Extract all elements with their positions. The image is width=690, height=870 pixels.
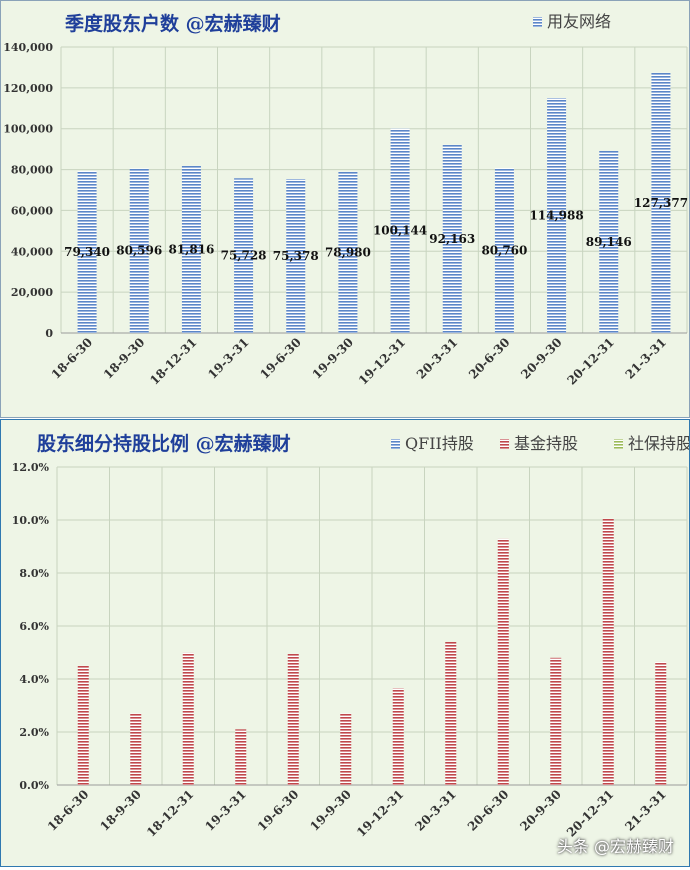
x-tick-label: 19-3-31 [205,335,251,381]
y-tick-label: 12.0% [12,461,50,474]
bar [235,729,246,785]
x-tick-label: 21-3-31 [623,335,669,381]
legend-swatch-0 [391,439,400,449]
y-tick-label: 20,000 [11,286,53,299]
data-label: 80,596 [116,244,162,258]
x-tick-label: 18-6-30 [49,335,95,381]
legend-label-2: 社保持股 [628,434,689,453]
y-tick-label: 2.0% [19,726,49,739]
shareholder-count-panel: 季度股东户数 @宏赫臻财 用友网络 0 20,000 40,000 60,000 80,00… [0,0,690,418]
x-tick-label: 20-9-30 [518,335,564,381]
bar [340,713,351,785]
y-tick-label: 60,000 [11,204,53,217]
holding-ratio-chart: 股东细分持股比例 @宏赫臻财 QFII持股 基金持股 社保持股 0.0% 2.0% 4.0%… [1,420,689,866]
bar [183,653,194,786]
x-tick-label: 19-9-30 [310,335,356,381]
x-tick-label: 20-3-31 [412,787,458,833]
data-label: 75,728 [221,249,267,263]
x-tick-label: 18-9-30 [97,787,143,833]
y-tick-label: 100,000 [3,123,53,136]
x-tick-label: 18-12-31 [144,787,196,839]
bar [550,658,561,785]
data-label: 78,980 [325,245,371,259]
legend-label-0: QFII持股 [405,434,474,453]
data-label: 92,163 [429,232,475,246]
legend-swatch-2 [614,439,623,449]
watermark: 头条 @宏赫臻财 [557,833,674,857]
bar [78,666,89,785]
data-label: 80,760 [481,244,527,258]
x-tick-label: 19-9-30 [307,787,353,833]
y-tick-label: 80,000 [11,164,53,177]
data-label: 89,146 [586,235,632,249]
x-tick-label: 19-12-31 [356,335,408,387]
x-tick-label: 18-12-31 [147,335,199,387]
y-tick-label: 140,000 [3,41,53,54]
y-tick-label: 40,000 [11,245,53,258]
bar [393,688,404,785]
bar [130,713,141,785]
x-tick-label: 18-6-30 [45,787,91,833]
y-tick-label: 0.0% [19,779,49,792]
legend-swatch-0 [533,17,542,27]
y-tick-label: 10.0% [12,514,50,527]
x-tick-label: 18-9-30 [101,335,147,381]
bar [288,654,299,785]
data-label: 81,816 [168,242,214,256]
bar [498,539,509,785]
x-tick-label: 19-3-31 [202,787,248,833]
x-tick-label: 21-3-31 [622,787,668,833]
chart-title: 季度股东户数 @宏赫臻财 [65,12,281,35]
holding-ratio-panel: 股东细分持股比例 @宏赫臻财 QFII持股 基金持股 社保持股 0.0% 2.0% 4.0%… [0,419,690,867]
data-label: 114,988 [529,209,583,223]
y-tick-label: 6.0% [19,620,49,633]
y-tick-label: 120,000 [3,82,53,95]
x-tick-label: 19-12-31 [354,787,406,839]
x-tick-label: 19-6-30 [255,787,301,833]
y-tick-label: 4.0% [19,673,49,686]
bar [445,642,456,785]
legend-swatch-1 [500,439,509,449]
x-tick-label: 20-6-30 [466,335,512,381]
bar [603,519,614,785]
data-label: 100,144 [373,224,427,238]
bar [655,662,666,785]
x-tick-label: 20-6-30 [465,787,511,833]
data-label: 75,378 [273,249,319,263]
x-tick-label: 19-6-30 [257,335,303,381]
data-label: 79,340 [64,245,110,259]
x-tick-label: 20-12-31 [565,335,617,387]
data-label: 127,377 [634,196,688,210]
y-tick-label: 0 [45,327,53,340]
chart-title: 股东细分持股比例 @宏赫臻财 [37,432,291,455]
shareholder-count-chart: 季度股东户数 @宏赫臻财 用友网络 0 20,000 40,000 60,000 80,00… [1,1,689,417]
x-tick-label: 20-9-30 [517,787,563,833]
legend-label-1: 基金持股 [514,434,578,453]
x-tick-label: 20-12-31 [564,787,616,839]
legend-label-0: 用友网络 [547,12,611,31]
x-tick-label: 20-3-31 [414,335,460,381]
y-tick-label: 8.0% [19,567,49,580]
